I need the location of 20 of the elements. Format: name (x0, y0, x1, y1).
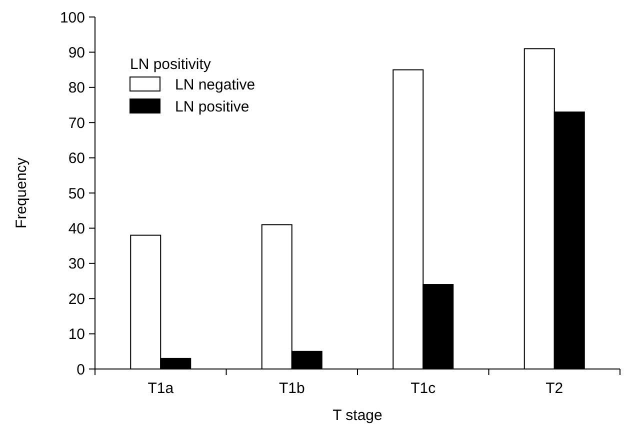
legend-label: LN positive (175, 98, 250, 116)
legend-title: LN positivity (130, 56, 212, 73)
x-tick-label: T1c (410, 380, 436, 397)
legend-label: LN negative (175, 76, 256, 94)
y-tick-label: 30 (68, 256, 85, 273)
y-tick-label: 10 (68, 326, 85, 344)
y-tick-label: 0 (76, 361, 85, 378)
y-tick-label: 80 (68, 80, 85, 97)
y-axis-title: Frequency (13, 157, 30, 228)
y-tick-label: 60 (68, 150, 85, 168)
y-tick-label: 70 (68, 114, 85, 132)
y-tick-label: 90 (68, 44, 85, 62)
x-axis-title: T stage (332, 407, 382, 424)
x-tick-label: T1a (148, 380, 174, 397)
y-tick-label: 40 (68, 220, 85, 238)
x-tick-label: T2 (546, 380, 564, 397)
y-tick-label: 20 (68, 290, 85, 308)
x-tick-label: T1b (278, 380, 305, 397)
y-tick-label: 50 (68, 185, 85, 202)
y-tick-label: 100 (60, 9, 85, 26)
